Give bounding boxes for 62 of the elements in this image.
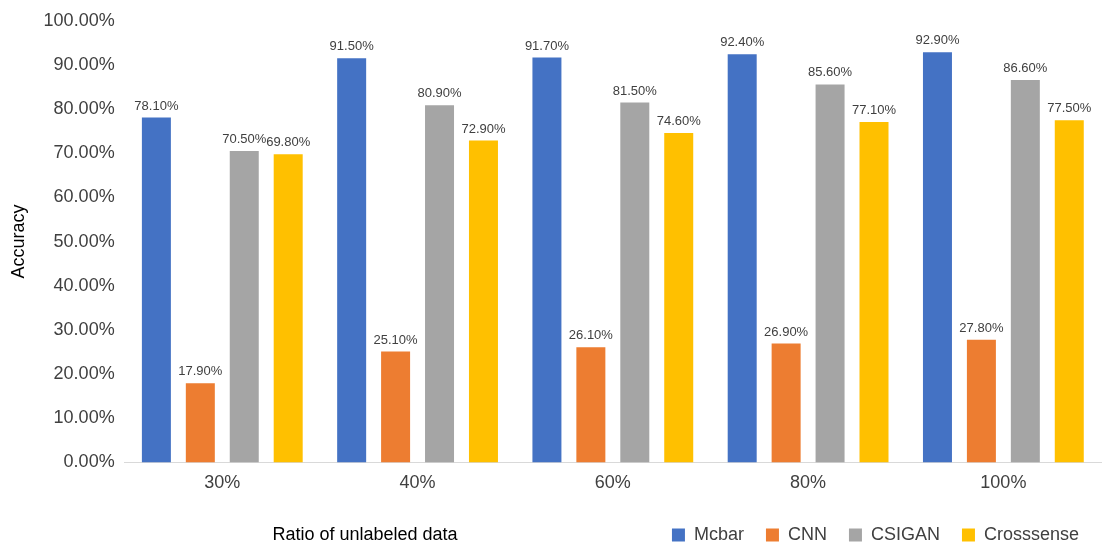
bar xyxy=(620,102,650,463)
y-tick-label: 80.00% xyxy=(53,98,115,119)
bar xyxy=(141,117,171,463)
bar xyxy=(664,132,694,463)
bar xyxy=(229,151,259,463)
data-label: 85.60% xyxy=(808,64,853,80)
y-tick-label: 70.00% xyxy=(53,142,115,163)
data-label: 72.90% xyxy=(461,120,506,136)
x-tick-label: 80% xyxy=(790,472,827,493)
data-label: 80.90% xyxy=(417,85,463,101)
y-axis-title: Accuracy xyxy=(7,204,28,279)
legend-label: CSIGAN xyxy=(870,523,940,544)
data-label: 27.80% xyxy=(959,319,1004,335)
bar xyxy=(532,57,562,463)
bar xyxy=(727,54,757,463)
x-tick-label: 30% xyxy=(204,472,241,493)
bar xyxy=(1010,79,1040,463)
data-label: 70.50% xyxy=(222,131,267,147)
data-label: 92.40% xyxy=(720,34,765,50)
data-label: 81.50% xyxy=(612,82,658,98)
x-tick-label: 60% xyxy=(594,472,631,493)
bar xyxy=(815,84,845,463)
bar xyxy=(922,52,952,463)
data-label: 69.80% xyxy=(266,134,311,150)
bar xyxy=(771,343,801,463)
x-tick-label: 40% xyxy=(399,472,436,493)
data-label: 26.90% xyxy=(764,323,809,339)
y-tick-label: 90.00% xyxy=(53,53,115,74)
data-label: 26.10% xyxy=(568,327,614,343)
y-tick-label: 40.00% xyxy=(53,274,115,295)
x-axis-title: Ratio of unlabeled data xyxy=(272,523,459,544)
bar xyxy=(425,105,455,463)
y-tick-label: 60.00% xyxy=(53,186,115,207)
data-label: 17.90% xyxy=(178,363,223,379)
legend-label: CNN xyxy=(787,523,827,544)
data-label: 77.10% xyxy=(851,102,897,117)
bar xyxy=(468,140,498,463)
bar xyxy=(273,154,303,463)
legend-label: Crosssense xyxy=(983,523,1080,544)
legend-label: Mcbar xyxy=(693,523,744,544)
y-tick-label: 30.00% xyxy=(53,318,115,339)
x-tick-label: 100% xyxy=(980,472,1027,493)
data-label: 91.70% xyxy=(524,37,570,53)
bar xyxy=(859,121,889,463)
bar xyxy=(337,58,367,463)
bar xyxy=(381,351,411,463)
data-label: 77.50% xyxy=(1047,100,1092,116)
data-label: 74.60% xyxy=(656,113,702,129)
data-label: 86.60% xyxy=(1003,60,1048,76)
bar xyxy=(576,347,606,463)
data-label: 91.50% xyxy=(329,38,375,54)
bar xyxy=(966,339,996,463)
y-tick-label: 20.00% xyxy=(53,363,115,384)
y-tick-label: 0.00% xyxy=(63,451,115,472)
data-label: 78.10% xyxy=(134,97,179,113)
y-tick-label: 50.00% xyxy=(53,230,115,251)
data-label: 25.10% xyxy=(373,331,419,347)
bar xyxy=(185,383,215,463)
data-label: 92.90% xyxy=(915,32,960,48)
y-tick-label: 100.00% xyxy=(43,9,115,30)
bar xyxy=(1054,120,1084,463)
y-tick-label: 10.00% xyxy=(53,407,115,428)
